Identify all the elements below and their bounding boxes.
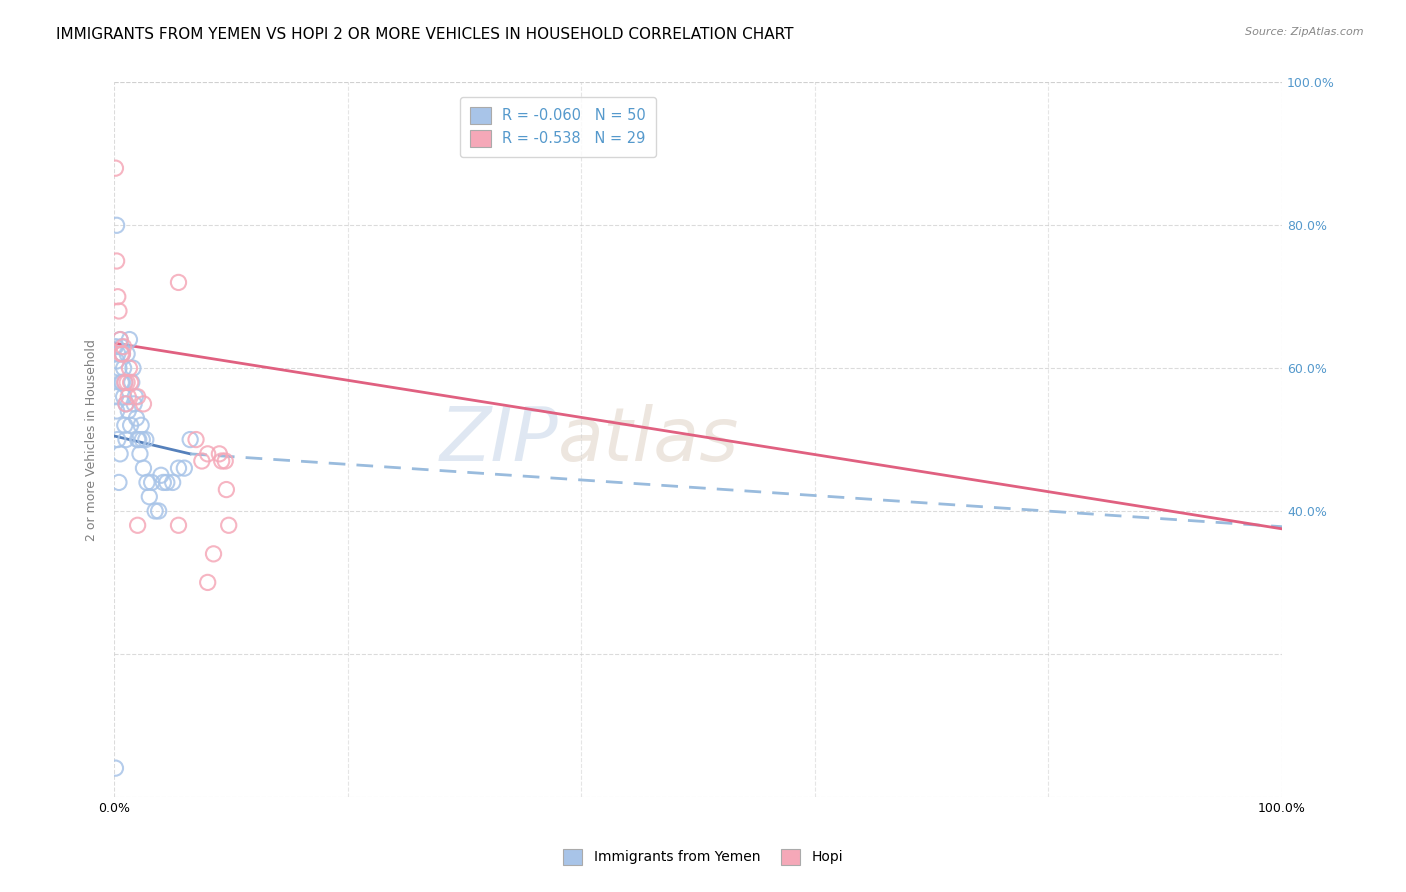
Point xyxy=(104,161,127,176)
Y-axis label: 2 or more Vehicles in Household: 2 or more Vehicles in Household xyxy=(86,339,98,541)
Point xyxy=(125,411,148,425)
Point xyxy=(115,347,138,361)
Point xyxy=(129,418,152,433)
Point xyxy=(143,504,166,518)
Legend: R = -0.060   N = 50, R = -0.538   N = 29: R = -0.060 N = 50, R = -0.538 N = 29 xyxy=(460,97,657,157)
Point xyxy=(114,418,136,433)
Point xyxy=(141,475,163,490)
Point xyxy=(111,376,134,390)
Point xyxy=(127,518,149,533)
Point xyxy=(128,433,150,447)
Point xyxy=(167,518,190,533)
Point xyxy=(112,340,135,354)
Point xyxy=(218,518,240,533)
Point xyxy=(131,433,153,447)
Point xyxy=(110,347,132,361)
Point xyxy=(108,475,131,490)
Point xyxy=(184,433,207,447)
Point xyxy=(122,361,145,376)
Point xyxy=(104,761,127,775)
Point xyxy=(148,504,170,518)
Point xyxy=(211,454,233,468)
Point xyxy=(107,347,129,361)
Text: atlas: atlas xyxy=(558,403,740,475)
Point xyxy=(122,397,145,411)
Point xyxy=(197,447,219,461)
Point xyxy=(110,340,132,354)
Point xyxy=(108,361,131,376)
Point xyxy=(104,390,127,404)
Point xyxy=(114,376,136,390)
Legend: Immigrants from Yemen, Hopi: Immigrants from Yemen, Hopi xyxy=(555,842,851,871)
Point xyxy=(121,376,143,390)
Point xyxy=(117,404,139,418)
Point xyxy=(120,418,142,433)
Point xyxy=(149,468,172,483)
Point xyxy=(129,447,152,461)
Point xyxy=(105,354,128,368)
Point xyxy=(136,475,159,490)
Point xyxy=(118,333,141,347)
Point xyxy=(117,390,139,404)
Point xyxy=(105,404,128,418)
Point xyxy=(215,483,238,497)
Point xyxy=(105,254,128,268)
Point xyxy=(202,547,225,561)
Point xyxy=(114,376,136,390)
Point xyxy=(124,390,146,404)
Point xyxy=(115,397,138,411)
Point xyxy=(135,433,157,447)
Point xyxy=(167,461,190,475)
Point xyxy=(112,361,135,376)
Point xyxy=(107,433,129,447)
Point xyxy=(120,376,142,390)
Point xyxy=(111,347,134,361)
Point xyxy=(138,490,160,504)
Point xyxy=(108,447,131,461)
Point xyxy=(115,433,138,447)
Point xyxy=(105,219,128,233)
Point xyxy=(110,376,132,390)
Point xyxy=(156,475,179,490)
Point xyxy=(152,475,174,490)
Text: IMMIGRANTS FROM YEMEN VS HOPI 2 OR MORE VEHICLES IN HOUSEHOLD CORRELATION CHART: IMMIGRANTS FROM YEMEN VS HOPI 2 OR MORE … xyxy=(56,27,794,42)
Point xyxy=(179,433,201,447)
Point xyxy=(208,447,231,461)
Point xyxy=(167,276,190,290)
Point xyxy=(115,397,138,411)
Text: ZIP: ZIP xyxy=(439,403,558,475)
Point xyxy=(127,390,149,404)
Point xyxy=(162,475,184,490)
Point xyxy=(132,461,155,475)
Point xyxy=(118,361,141,376)
Point xyxy=(197,575,219,590)
Point xyxy=(127,433,149,447)
Point xyxy=(112,390,135,404)
Point xyxy=(132,397,155,411)
Point xyxy=(108,333,131,347)
Text: Source: ZipAtlas.com: Source: ZipAtlas.com xyxy=(1246,27,1364,37)
Point xyxy=(173,461,195,475)
Point xyxy=(107,290,129,304)
Point xyxy=(108,304,131,318)
Point xyxy=(115,376,138,390)
Point xyxy=(214,454,236,468)
Point xyxy=(191,454,214,468)
Point xyxy=(108,333,131,347)
Point xyxy=(104,340,127,354)
Point xyxy=(111,347,134,361)
